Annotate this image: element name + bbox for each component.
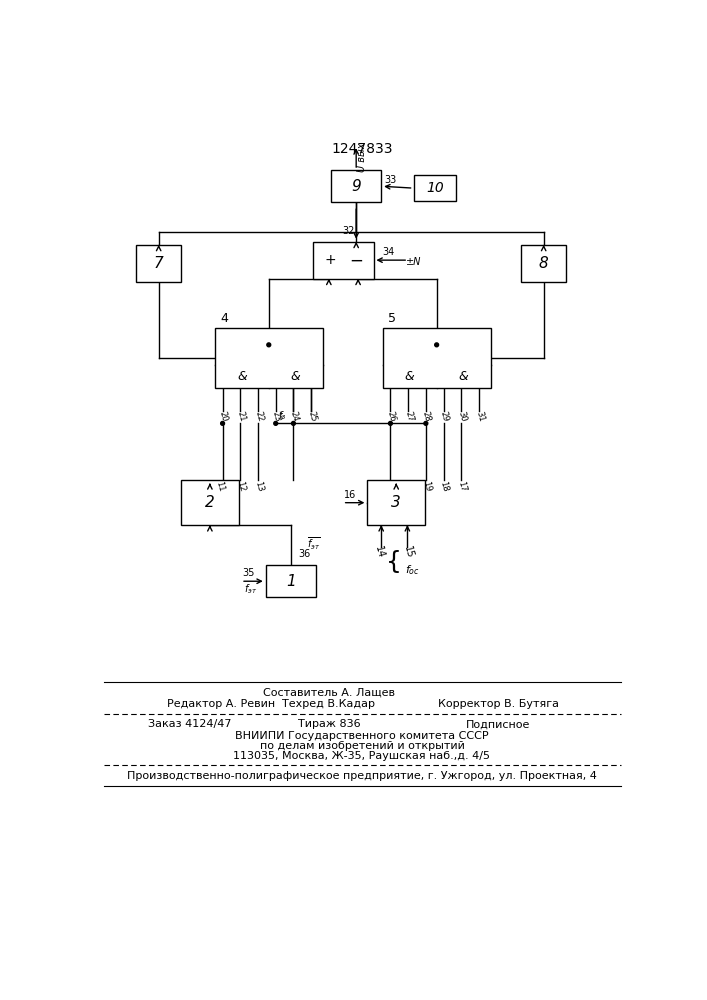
Text: 14: 14 [373,545,386,559]
Text: Заказ 4124/47: Заказ 4124/47 [148,719,231,729]
Text: Редактор А. Ревин: Редактор А. Ревин [167,699,275,709]
Text: Тираж 836: Тираж 836 [298,719,360,729]
Text: 7: 7 [154,256,163,271]
Text: &: & [291,370,300,383]
Bar [331,170,381,202]
Text: 2: 2 [205,495,215,510]
Text: 15: 15 [402,545,415,559]
Text: 23: 23 [271,410,282,423]
Bar [181,480,239,525]
Circle shape [267,343,271,347]
Text: Корректор В. Бутяга: Корректор В. Бутяга [438,699,559,709]
Text: Техред В.Кадар: Техред В.Кадар [282,699,375,709]
Text: 35: 35 [243,568,255,578]
Text: 10: 10 [426,181,443,195]
Bar [266,565,316,597]
Text: &: & [405,370,414,383]
Text: &: & [237,370,247,383]
Text: 21: 21 [235,410,247,423]
Bar [136,245,181,282]
Text: Составитель А. Лащев: Составитель А. Лащев [263,688,395,698]
Text: 31: 31 [474,410,486,423]
Text: 20: 20 [218,410,229,423]
Text: 4: 4 [220,312,228,325]
Text: 30: 30 [456,410,468,423]
Bar [368,480,425,525]
Text: 5: 5 [388,312,396,325]
Text: 25: 25 [306,410,317,423]
Circle shape [274,421,278,425]
Bar [414,175,456,201]
Text: 34: 34 [382,247,395,257]
Circle shape [435,343,438,347]
Text: 17: 17 [456,480,468,493]
Text: {: { [386,550,402,574]
Text: 32: 32 [342,226,355,236]
Text: по делам изобретений и открытий: по делам изобретений и открытий [259,741,464,751]
Bar [215,328,322,388]
Text: 1: 1 [286,574,296,589]
Text: 8: 8 [539,256,549,271]
Text: 22: 22 [253,410,264,423]
Text: 19: 19 [421,480,433,493]
Text: 27: 27 [403,410,414,423]
Text: &: & [459,370,469,383]
Text: Производственно-полиграфическое предприятие, г. Ужгород, ул. Проектная, 4: Производственно-полиграфическое предприя… [127,771,597,781]
Text: 26: 26 [385,410,397,423]
Bar [313,242,373,279]
Text: 13: 13 [253,480,264,493]
Text: 36: 36 [298,549,310,559]
Text: 12: 12 [235,480,247,493]
Text: U вых: U вых [357,143,368,172]
Text: f₃: f₃ [279,411,286,421]
Text: $\overline{f_{эт}}$: $\overline{f_{эт}}$ [307,535,320,552]
Circle shape [424,421,428,425]
Text: −: − [349,251,363,269]
Text: 113035, Москва, Ж-35, Раушская наб.,д. 4/5: 113035, Москва, Ж-35, Раушская наб.,д. 4… [233,751,491,761]
Text: ±N: ±N [406,257,421,267]
Text: ВНИИПИ Государственного комитета СССР: ВНИИПИ Государственного комитета СССР [235,731,489,741]
Text: 28: 28 [421,410,433,423]
Text: 1247833: 1247833 [331,142,392,156]
Circle shape [389,421,392,425]
Text: 29: 29 [438,410,450,423]
Text: 18: 18 [438,480,450,493]
Circle shape [221,421,225,425]
Text: Подписное: Подписное [466,719,530,729]
Text: +: + [325,253,337,267]
Text: 33: 33 [385,175,397,185]
Text: 24: 24 [288,410,300,423]
Bar [521,245,566,282]
Bar [382,328,491,388]
Text: 11: 11 [214,480,226,493]
Text: $f_{oc}$: $f_{oc}$ [404,563,419,577]
Circle shape [291,421,296,425]
Text: $f_{эт}$: $f_{эт}$ [244,582,257,596]
Text: 16: 16 [344,490,356,500]
Text: 9: 9 [351,179,361,194]
Text: 3: 3 [392,495,401,510]
